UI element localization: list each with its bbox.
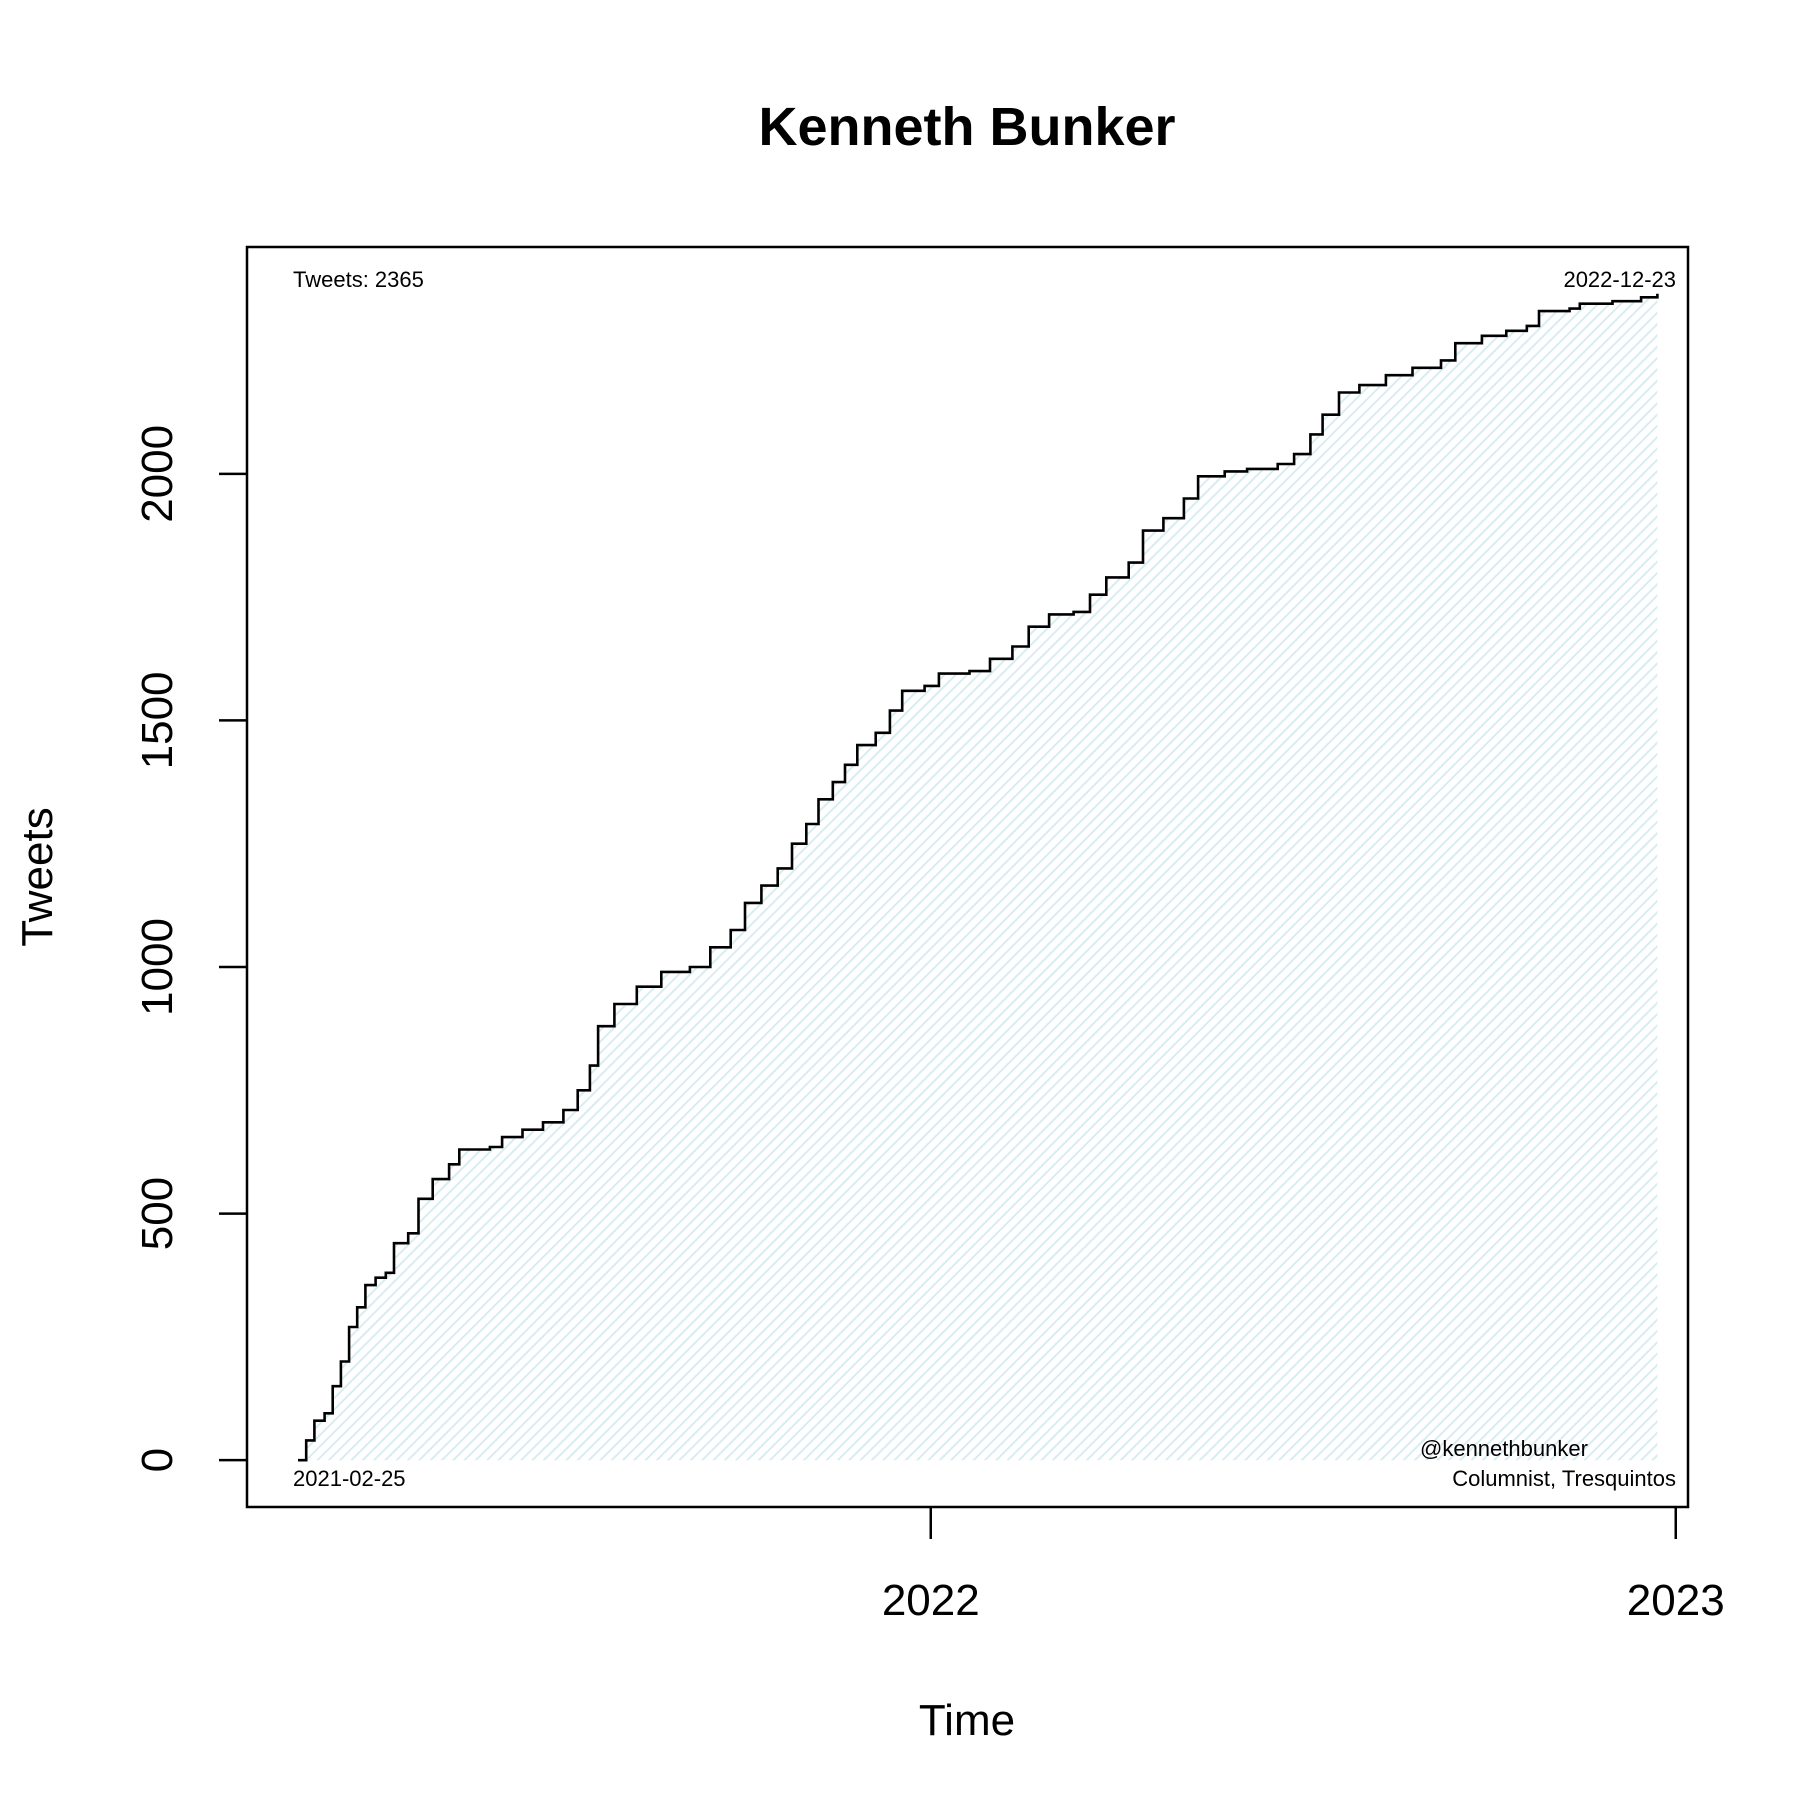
chart-title: Kenneth Bunker — [758, 97, 1175, 157]
y-axis-label: Tweets — [13, 807, 62, 946]
plot-frame — [245, 245, 1690, 1509]
x-tick-label: 2023 — [1627, 1576, 1725, 1625]
cumulative-tweets-line — [298, 293, 1659, 1462]
y-tick-label: 1000 — [133, 918, 182, 1016]
y-axis: 0 500 1000 1500 2000 — [133, 425, 247, 1472]
tweet-count-annotation: Tweets: 2365 — [293, 267, 424, 292]
y-tick-label: 1500 — [133, 671, 182, 769]
y-tick-label: 500 — [133, 1177, 182, 1250]
y-tick-label: 2000 — [133, 425, 182, 523]
cumulative-area-fill — [298, 293, 1658, 1461]
plot-area — [245, 245, 1690, 1509]
x-axis-label: Time — [919, 1696, 1015, 1745]
end-date-annotation: 2022-12-23 — [1563, 267, 1676, 292]
role-annotation: Columnist, Tresquintos — [1452, 1466, 1676, 1491]
x-axis: 2022 2023 — [882, 1507, 1725, 1625]
y-tick-label: 0 — [133, 1448, 182, 1472]
handle-annotation: @kennethbunker — [1420, 1436, 1588, 1461]
x-tick-label: 2022 — [882, 1576, 980, 1625]
start-date-annotation: 2021-02-25 — [293, 1466, 406, 1491]
